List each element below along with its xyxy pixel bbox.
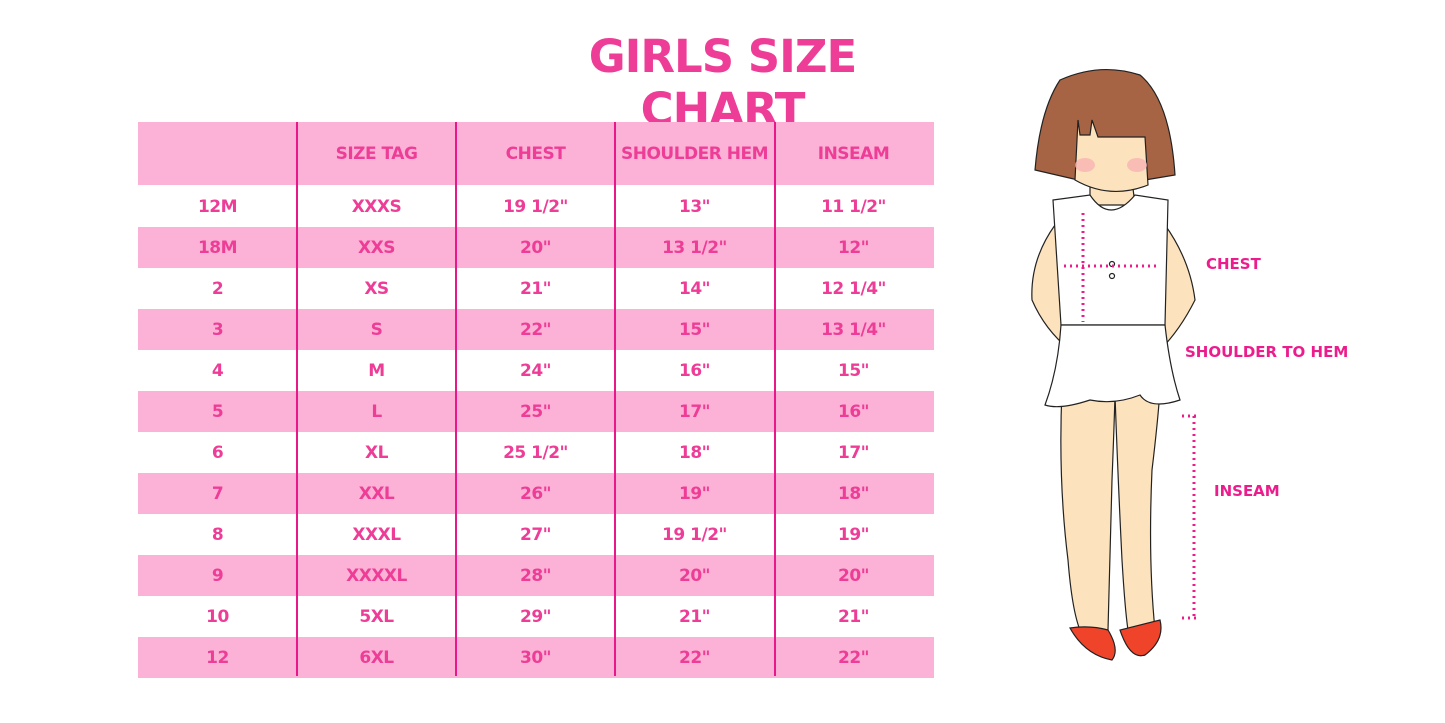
- table-cell: 12M: [197, 196, 238, 217]
- table-row: 7 XXL 26" 19" 18": [138, 473, 934, 514]
- table-cell: 10: [206, 606, 229, 627]
- inseam-label: INSEAM: [1214, 482, 1280, 500]
- table-row: 2 XS 21" 14" 12 1/4": [138, 268, 934, 309]
- page-title: GIRLS SIZE CHART: [588, 30, 858, 136]
- header-cell: SHOULDER HEM: [620, 143, 769, 164]
- column-divider: [774, 122, 776, 676]
- table-cell: 19": [837, 524, 870, 545]
- table-cell: 20": [678, 565, 711, 586]
- table-cell: 8: [211, 524, 224, 545]
- table-cell: 16": [678, 360, 711, 381]
- table-cell: 3: [211, 319, 224, 340]
- chest-label: CHEST: [1206, 255, 1261, 273]
- table-row: 9 XXXXL 28" 20" 20": [138, 555, 934, 596]
- table-cell: 2: [211, 278, 224, 299]
- table-cell: 22": [678, 647, 711, 668]
- table-row: 4 M 24" 16" 15": [138, 350, 934, 391]
- column-divider: [296, 122, 298, 676]
- table-cell: 6: [211, 442, 224, 463]
- table-cell: 22": [519, 319, 552, 340]
- table-cell: 25": [519, 401, 552, 422]
- table-row: 12M XXXS 19 1/2" 13" 11 1/2": [138, 186, 934, 227]
- table-row: 3 S 22" 15" 13 1/4": [138, 309, 934, 350]
- table-cell: 21": [519, 278, 552, 299]
- column-divider: [455, 122, 457, 676]
- size-table: SIZE TAG CHEST SHOULDER HEM INSEAM 12M XX…: [138, 122, 934, 678]
- table-cell: S: [370, 319, 383, 340]
- table-cell: XXS: [358, 237, 395, 258]
- table-cell: 28": [519, 565, 552, 586]
- table-row: 12 6XL 30" 22" 22": [138, 637, 934, 678]
- table-cell: 9: [211, 565, 224, 586]
- table-cell: 18": [678, 442, 711, 463]
- header-cell: SIZE TAG: [335, 143, 418, 164]
- table-cell: 12": [837, 237, 870, 258]
- table-cell: 22": [837, 647, 870, 668]
- table-cell: 11 1/2": [821, 196, 886, 217]
- table-cell: 19 1/2": [503, 196, 568, 217]
- table-cell: XXXL: [352, 524, 401, 545]
- table-cell: 4: [211, 360, 224, 381]
- table-cell: XL: [365, 442, 388, 463]
- table-cell: 13 1/4": [821, 319, 886, 340]
- shoulder-to-hem-label: SHOULDER TO HEM: [1185, 343, 1349, 361]
- table-cell: 12: [206, 647, 229, 668]
- table-cell: 17": [837, 442, 870, 463]
- table-cell: 5: [211, 401, 224, 422]
- table-cell: 7: [211, 483, 224, 504]
- table-cell: XXXS: [351, 196, 402, 217]
- header-cell: CHEST: [505, 143, 566, 164]
- table-cell: M: [368, 360, 385, 381]
- table-row: 10 5XL 29" 21" 21": [138, 596, 934, 637]
- table-cell: 13": [678, 196, 711, 217]
- table-cell: 27": [519, 524, 552, 545]
- table-cell: 14": [678, 278, 711, 299]
- table-cell: 19 1/2": [662, 524, 727, 545]
- table-cell: 20": [519, 237, 552, 258]
- table-cell: 13 1/2": [662, 237, 727, 258]
- table-row: 18M XXS 20" 13 1/2" 12": [138, 227, 934, 268]
- table-cell: XXXXL: [346, 565, 407, 586]
- table-cell: 18M: [197, 237, 238, 258]
- header-cell: INSEAM: [817, 143, 890, 164]
- table-cell: 21": [678, 606, 711, 627]
- table-cell: 30": [519, 647, 552, 668]
- table-cell: 29": [519, 606, 552, 627]
- table-row: 6 XL 25 1/2" 18" 17": [138, 432, 934, 473]
- table-cell: 12 1/4": [821, 278, 886, 299]
- table-cell: 16": [837, 401, 870, 422]
- table-header-row: SIZE TAG CHEST SHOULDER HEM INSEAM: [138, 122, 934, 185]
- table-cell: L: [371, 401, 382, 422]
- table-cell: 6XL: [359, 647, 394, 668]
- table-cell: 5XL: [359, 606, 394, 627]
- table-cell: 20": [837, 565, 870, 586]
- table-cell: 25 1/2": [503, 442, 568, 463]
- table-cell: 26": [519, 483, 552, 504]
- table-cell: XXL: [358, 483, 395, 504]
- table-cell: 24": [519, 360, 552, 381]
- table-cell: 17": [678, 401, 711, 422]
- table-cell: 18": [837, 483, 870, 504]
- column-divider: [614, 122, 616, 676]
- table-cell: XS: [364, 278, 389, 299]
- table-cell: 15": [837, 360, 870, 381]
- table-cell: 21": [837, 606, 870, 627]
- table-row: 8 XXXL 27" 19 1/2" 19": [138, 514, 934, 555]
- table-row: 5 L 25" 17" 16": [138, 391, 934, 432]
- table-cell: 19": [678, 483, 711, 504]
- table-cell: 15": [678, 319, 711, 340]
